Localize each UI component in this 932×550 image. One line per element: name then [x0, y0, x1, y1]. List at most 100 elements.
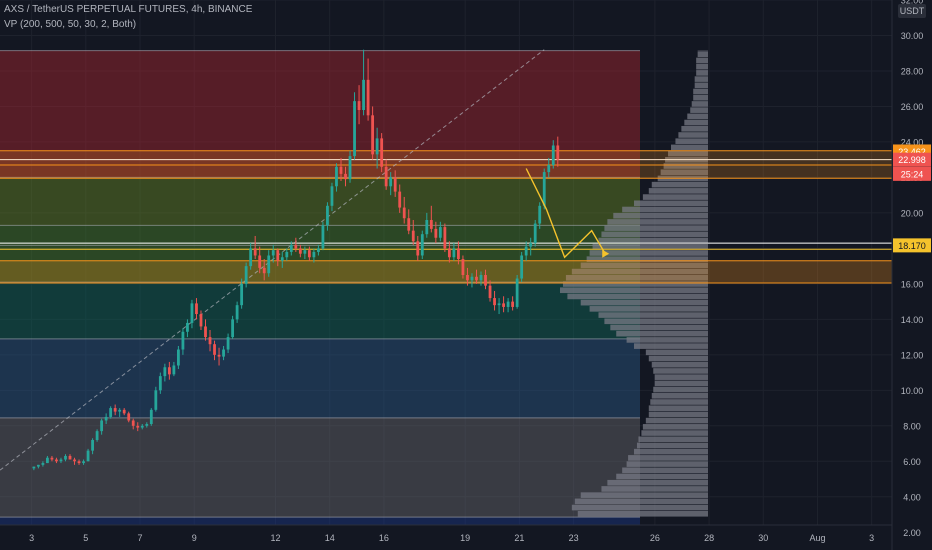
candle-body — [244, 266, 248, 284]
volume-profile-bar — [636, 442, 708, 449]
volume-profile-bar — [571, 268, 708, 275]
volume-profile-bar — [634, 200, 708, 207]
candle-body — [149, 409, 153, 425]
candle-body — [326, 205, 329, 226]
candle-body — [258, 255, 262, 268]
price-tick-label: 32.00 — [901, 0, 924, 6]
candle-body — [190, 303, 194, 323]
price-tick-label: 20.00 — [901, 208, 924, 218]
candle-body — [55, 459, 58, 462]
volume-profile-bar — [638, 436, 708, 443]
volume-profile-bar — [580, 492, 708, 498]
candle-body — [127, 413, 131, 421]
candle-body — [204, 326, 207, 338]
volume-profile-bar — [668, 150, 708, 157]
price-tick-label: 30.00 — [901, 31, 924, 41]
volume-profile-bar — [645, 417, 708, 424]
candle-body — [64, 455, 67, 460]
volume-profile-bar — [648, 188, 708, 194]
volume-profile-bar — [648, 355, 708, 362]
price-tick-label: 24.00 — [901, 137, 924, 147]
candle-body — [32, 466, 36, 469]
candle-body — [380, 138, 384, 167]
candle-body — [366, 79, 370, 116]
candle-body — [307, 250, 311, 258]
candle-body — [438, 227, 442, 238]
volume-profile-bar — [598, 312, 708, 318]
price-label: 22.998 — [898, 155, 926, 165]
volume-profile-bar — [626, 461, 708, 467]
candle-body — [542, 172, 546, 206]
candle-body — [506, 301, 510, 307]
candle-body — [502, 303, 505, 307]
candle-body — [457, 248, 460, 260]
chart-title: AXS / TetherUS PERPETUAL FUTURES, 4h, BI… — [4, 4, 253, 15]
fib-zone — [0, 177, 640, 226]
projection-polyline — [525, 168, 606, 259]
volume-profile-bar — [663, 163, 708, 169]
candle-body — [353, 101, 356, 157]
candles — [32, 49, 560, 471]
volume-profile-bar — [626, 337, 708, 343]
volume-profile-bar — [675, 138, 708, 144]
price-label-bg — [893, 152, 931, 167]
volume-profile-bar — [660, 169, 708, 176]
candle-body — [357, 101, 361, 110]
candle-body — [470, 276, 474, 281]
volume-profile-bar — [690, 107, 708, 113]
candle-body — [91, 440, 94, 451]
price-tick-label: 28.00 — [901, 66, 924, 76]
time-tick-label: 26 — [650, 533, 660, 543]
fib-zone — [0, 225, 640, 283]
indicator-legend: VP (200, 500, 50, 30, 2, Both) — [4, 19, 137, 30]
volume-profile-bar — [684, 119, 708, 126]
candle-body — [199, 314, 203, 327]
volume-profile-bar — [586, 256, 708, 262]
candle-body — [371, 115, 375, 155]
time-tick-label: 9 — [192, 533, 197, 543]
candle-body — [484, 275, 487, 286]
candle-body — [285, 251, 289, 258]
candle-body — [344, 173, 347, 180]
horizontal-levels — [0, 150, 892, 284]
candle-body — [276, 250, 280, 261]
volume-profile-bar — [641, 430, 708, 436]
volume-profile-bar — [604, 318, 708, 325]
price-tick-label: 16.00 — [901, 279, 924, 289]
volume-profile-bar — [622, 467, 708, 474]
candle-body — [41, 463, 45, 465]
candle-body — [497, 303, 501, 306]
candle-body — [249, 248, 253, 267]
volume-profile-bar — [616, 473, 708, 480]
trendline — [0, 49, 545, 471]
candle-body — [109, 408, 113, 417]
volume-profile-bar — [654, 380, 708, 387]
candle-body — [393, 177, 397, 192]
volume-profile-bar — [651, 181, 708, 188]
candle-body — [167, 367, 171, 375]
candle-body — [176, 349, 180, 366]
volume-profile-bar — [697, 50, 708, 52]
time-tick-label: 12 — [270, 533, 280, 543]
candle-body — [375, 138, 379, 155]
candle-body — [235, 305, 239, 320]
candle-body — [82, 461, 85, 464]
candle-body — [398, 191, 402, 208]
candle-body — [493, 298, 496, 306]
candle-body — [524, 246, 528, 256]
candle-body — [222, 349, 225, 357]
candle-body — [475, 276, 478, 281]
candle-body — [317, 248, 320, 252]
price-tick-label: 10.00 — [901, 386, 924, 396]
candle-body — [515, 278, 519, 307]
price-label-bg — [893, 238, 931, 253]
price-tick-label: 2.00 — [903, 528, 921, 538]
volume-profile-bar — [671, 144, 708, 151]
candle-body — [77, 461, 81, 464]
volume-profile-bar — [598, 237, 708, 244]
candle-body — [50, 457, 54, 460]
time-tick-label: 3 — [29, 533, 34, 543]
